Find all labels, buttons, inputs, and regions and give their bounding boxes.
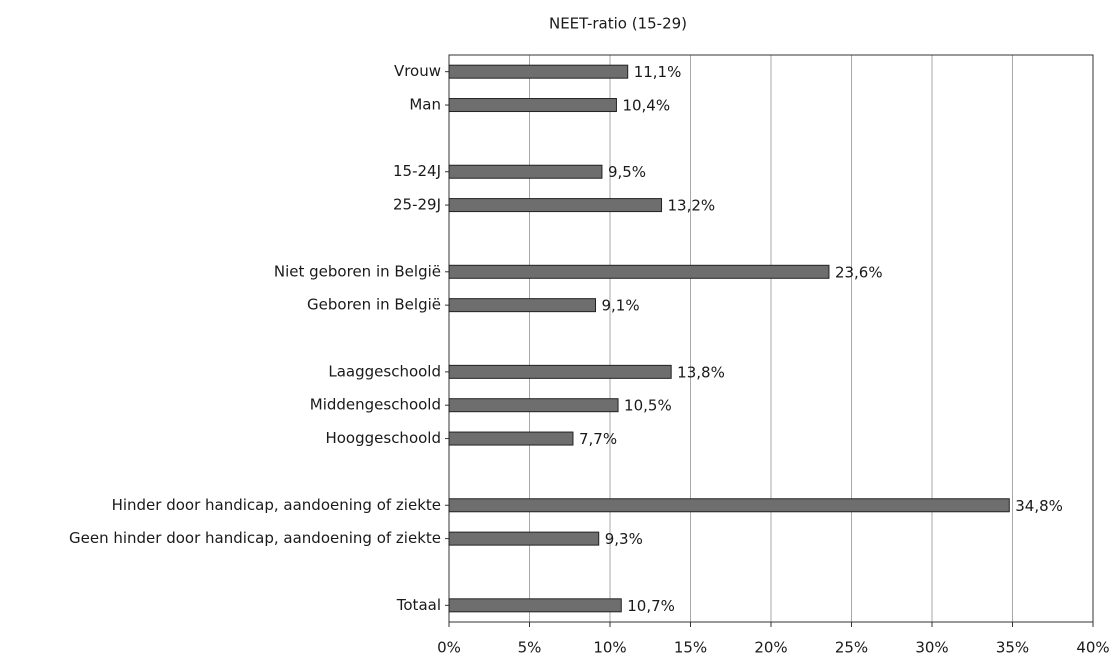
bar [448, 531, 600, 546]
bar [448, 431, 574, 446]
bar [448, 498, 1010, 513]
value-label: 10,5% [624, 397, 672, 415]
y-tick-label: Niet geboren in België [274, 262, 441, 280]
chart-title: NEET-ratio (15-29) [549, 15, 687, 33]
x-tick-label: 30% [915, 639, 948, 657]
y-tick-label: Middengeschoold [310, 396, 441, 414]
bar [448, 398, 619, 413]
x-tick-label: 10% [593, 639, 626, 657]
x-tick-label: 25% [835, 639, 868, 657]
value-label: 9,3% [605, 530, 643, 548]
y-tick-label: Geen hinder door handicap, aandoening of… [69, 529, 441, 547]
y-tick-label: Vrouw [394, 62, 441, 80]
value-label: 13,8% [677, 363, 725, 381]
x-tick-label: 5% [518, 639, 542, 657]
value-label: 9,1% [602, 297, 640, 315]
y-tick-label: 15-24J [393, 162, 441, 180]
value-label: 23,6% [835, 263, 883, 281]
x-tick-label: 35% [996, 639, 1029, 657]
bar [448, 164, 603, 179]
bar [448, 298, 597, 313]
value-label: 7,7% [579, 430, 617, 448]
bar [448, 364, 672, 379]
value-label: 13,2% [668, 197, 716, 215]
bar [448, 598, 622, 613]
y-tick-label: 25-29J [393, 196, 441, 214]
value-label: 34,8% [1015, 497, 1063, 515]
plot-frame [448, 54, 1094, 623]
y-tick-label: Man [409, 96, 441, 114]
bar [448, 98, 617, 113]
y-tick-label: Hooggeschoold [325, 429, 441, 447]
x-tick-label: 0% [437, 639, 461, 657]
value-label: 9,5% [608, 163, 646, 181]
value-label: 10,4% [622, 97, 670, 115]
value-label: 11,1% [634, 63, 682, 81]
value-label: 10,7% [627, 597, 675, 615]
y-tick-label: Laaggeschoold [328, 362, 441, 380]
bar [448, 264, 830, 279]
y-tick-label: Totaal [396, 596, 441, 614]
bar [448, 64, 629, 79]
y-tick-label: Geboren in België [307, 296, 441, 314]
x-tick-label: 20% [754, 639, 787, 657]
bar [448, 198, 663, 213]
x-tick-label: 40% [1076, 639, 1109, 657]
x-tick-label: 15% [674, 639, 707, 657]
y-tick-label: Hinder door handicap, aandoening of ziek… [112, 496, 441, 514]
